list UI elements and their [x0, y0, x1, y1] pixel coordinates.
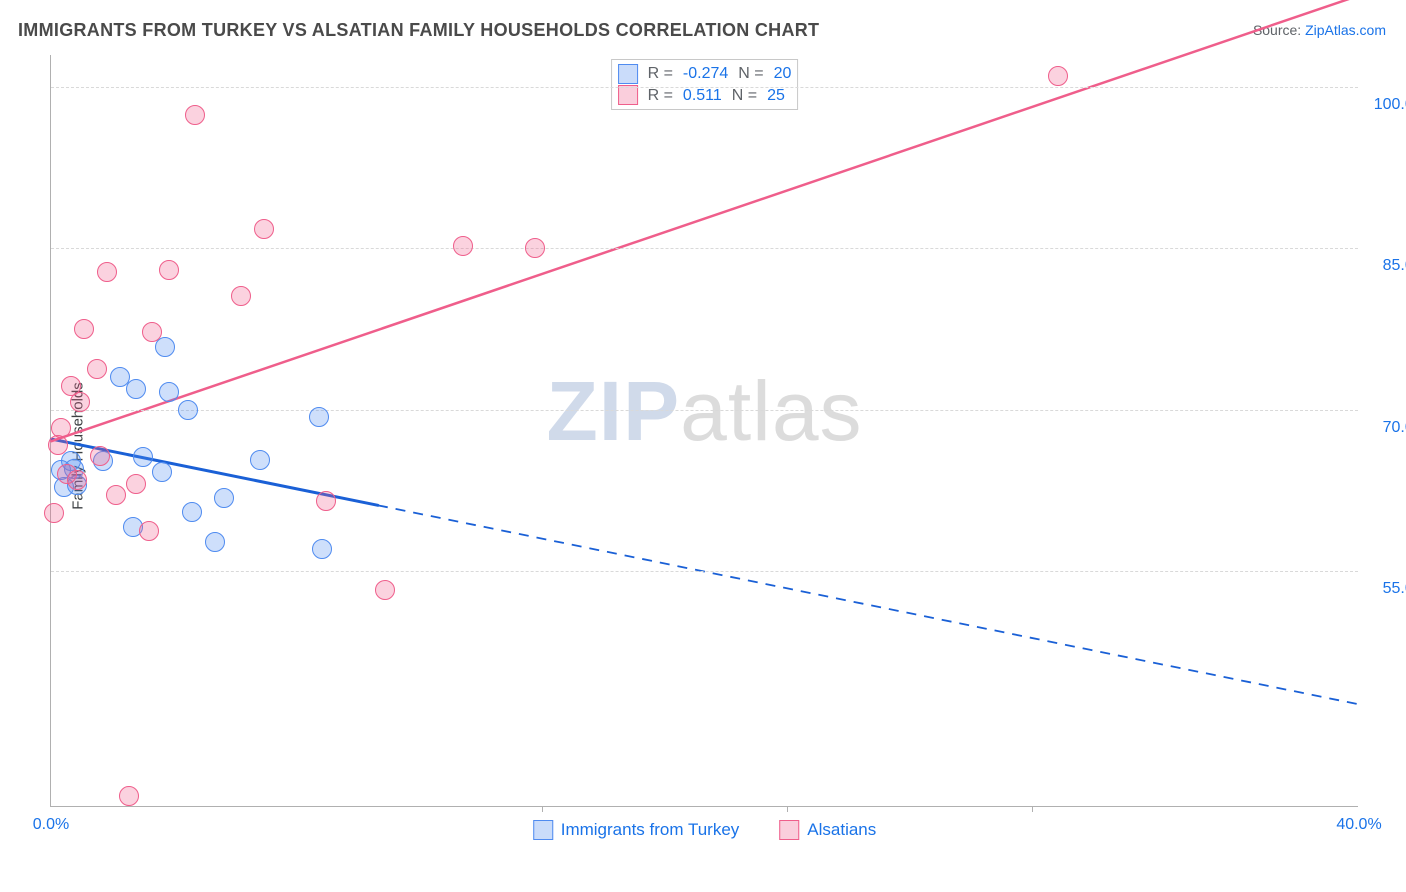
data-point-turkey — [133, 447, 153, 467]
x-minor-tick — [1032, 806, 1033, 812]
x-tick-label: 40.0% — [1336, 816, 1381, 834]
data-point-alsatians — [51, 418, 71, 438]
data-point-alsatians — [67, 470, 87, 490]
legend-series: Immigrants from Turkey Alsatians — [533, 820, 877, 840]
source-prefix: Source: — [1253, 22, 1305, 38]
data-point-alsatians — [1048, 66, 1068, 86]
data-point-alsatians — [142, 322, 162, 342]
gridline — [51, 87, 1358, 88]
y-tick-label: 70.0% — [1368, 419, 1406, 437]
y-tick-label: 55.0% — [1368, 580, 1406, 598]
legend-R-turkey: -0.274 — [683, 63, 728, 85]
data-point-turkey — [214, 488, 234, 508]
legend-N-turkey: 20 — [774, 63, 792, 85]
legend-R-label: R = — [648, 63, 673, 85]
data-point-alsatians — [316, 491, 336, 511]
data-point-turkey — [205, 532, 225, 552]
watermark-atlas: atlas — [680, 364, 862, 458]
x-tick-label: 0.0% — [33, 816, 69, 834]
data-point-alsatians — [119, 786, 139, 806]
data-point-alsatians — [525, 238, 545, 258]
y-tick-label: 85.0% — [1368, 257, 1406, 275]
legend-N-label: N = — [738, 63, 763, 85]
data-point-alsatians — [106, 485, 126, 505]
watermark-zip: ZIP — [546, 364, 680, 458]
legend-label-alsatians: Alsatians — [807, 820, 876, 840]
legend-swatch-alsatians — [779, 820, 799, 840]
chart-title: IMMIGRANTS FROM TURKEY VS ALSATIAN FAMIL… — [18, 20, 819, 41]
data-point-turkey — [152, 462, 172, 482]
legend-swatch-turkey — [618, 64, 638, 84]
data-point-alsatians — [231, 286, 251, 306]
legend-swatch-alsatians — [618, 85, 638, 105]
data-point-turkey — [126, 379, 146, 399]
gridline — [51, 410, 1358, 411]
data-point-alsatians — [375, 580, 395, 600]
y-tick-label: 100.0% — [1368, 96, 1406, 114]
data-point-alsatians — [139, 521, 159, 541]
data-point-turkey — [182, 502, 202, 522]
x-minor-tick — [542, 806, 543, 812]
data-point-alsatians — [126, 474, 146, 494]
data-point-alsatians — [48, 435, 68, 455]
plot-area: ZIPatlas R = -0.274 N = 20 R = 0.511 N =… — [50, 55, 1358, 807]
trend-lines — [51, 55, 1358, 806]
data-point-turkey — [309, 407, 329, 427]
data-point-alsatians — [44, 503, 64, 523]
data-point-alsatians — [185, 105, 205, 125]
data-point-alsatians — [87, 359, 107, 379]
data-point-turkey — [155, 337, 175, 357]
data-point-alsatians — [97, 262, 117, 282]
data-point-turkey — [250, 450, 270, 470]
watermark: ZIPatlas — [546, 363, 862, 460]
data-point-turkey — [159, 382, 179, 402]
data-point-alsatians — [74, 319, 94, 339]
legend-label-turkey: Immigrants from Turkey — [561, 820, 740, 840]
legend-stats: R = -0.274 N = 20 R = 0.511 N = 25 — [611, 59, 799, 110]
data-point-alsatians — [453, 236, 473, 256]
data-point-alsatians — [90, 446, 110, 466]
x-minor-tick — [787, 806, 788, 812]
legend-stats-row-turkey: R = -0.274 N = 20 — [618, 63, 792, 85]
data-point-turkey — [312, 539, 332, 559]
gridline — [51, 571, 1358, 572]
legend-swatch-turkey — [533, 820, 553, 840]
legend-item-alsatians: Alsatians — [779, 820, 876, 840]
source-link[interactable]: ZipAtlas.com — [1305, 22, 1386, 38]
data-point-alsatians — [159, 260, 179, 280]
data-point-turkey — [178, 400, 198, 420]
source-credit: Source: ZipAtlas.com — [1253, 22, 1386, 38]
legend-item-turkey: Immigrants from Turkey — [533, 820, 740, 840]
gridline — [51, 248, 1358, 249]
data-point-alsatians — [70, 392, 90, 412]
data-point-alsatians — [254, 219, 274, 239]
